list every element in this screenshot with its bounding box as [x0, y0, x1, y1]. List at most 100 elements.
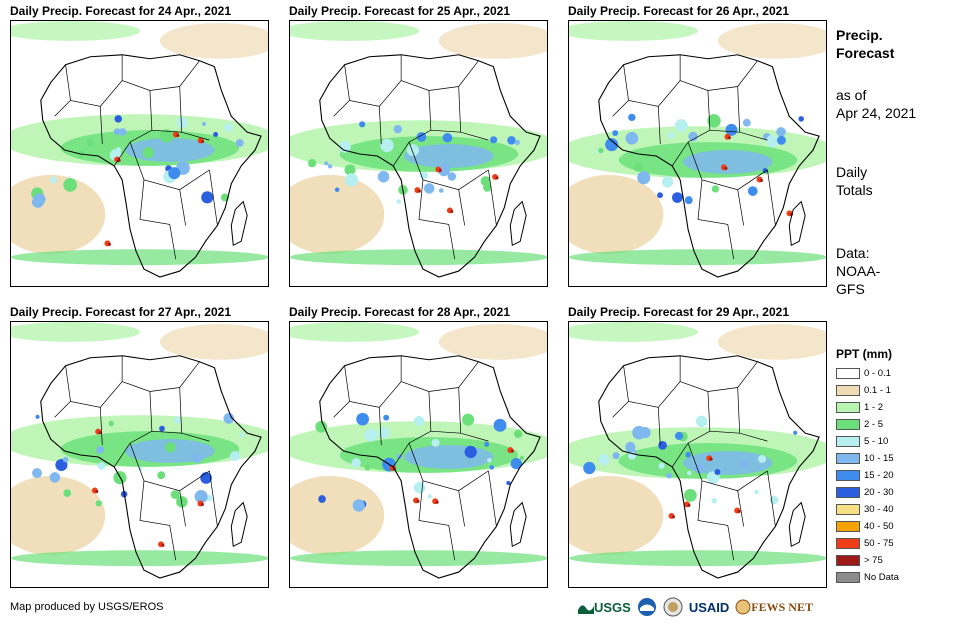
panel-title-4: Daily Precip. Forecast for 27 Apr., 2021 — [10, 305, 231, 319]
rain-band — [569, 249, 826, 266]
dry-area — [438, 324, 547, 360]
rain-band — [290, 322, 419, 342]
rain-cell — [413, 415, 425, 427]
rain-cell — [378, 427, 390, 439]
rain-cell — [686, 470, 692, 476]
rain-cell — [431, 438, 440, 447]
rain-cell — [344, 173, 359, 187]
rain-cell — [507, 136, 516, 145]
rain-band — [11, 550, 268, 567]
rain-cell — [96, 446, 104, 454]
rain-cell — [49, 472, 61, 483]
rain-cell — [766, 134, 779, 148]
rain-cell — [667, 131, 675, 139]
as-of-date: Apr 24, 2021 — [836, 105, 917, 121]
rain-cell — [63, 178, 77, 192]
rain-cell — [224, 123, 234, 133]
legend-item: 5 - 10 — [836, 434, 888, 448]
rain-cell — [427, 494, 432, 499]
rain-band — [290, 21, 419, 41]
rain-core — [404, 144, 494, 168]
rain-cell — [142, 147, 154, 159]
rain-cell — [714, 468, 721, 475]
rain-cell — [493, 418, 507, 432]
rain-cell — [480, 176, 491, 187]
rain-cell — [747, 186, 758, 196]
heavy-rain-cell — [727, 136, 731, 140]
forecast-map-5 — [289, 321, 548, 588]
rain-cell — [447, 172, 457, 181]
africa-outline — [598, 355, 820, 579]
rain-cell — [113, 128, 121, 135]
legend-item: No Data — [836, 570, 899, 584]
data-line2: NOAA- — [836, 263, 881, 279]
rain-cell — [758, 454, 767, 463]
rain-cell — [437, 163, 451, 177]
rain-cell — [442, 132, 453, 143]
legend-label: 10 - 15 — [864, 452, 894, 464]
rain-cell — [513, 429, 523, 439]
rain-cell — [464, 445, 477, 459]
legend-label: 15 - 20 — [864, 469, 894, 481]
rain-cell — [396, 199, 401, 204]
heavy-rain-cell — [450, 209, 454, 213]
legend-item: 2 - 5 — [836, 417, 883, 431]
legend-swatch — [836, 384, 860, 396]
rain-cell — [598, 454, 610, 466]
rain-cell — [32, 468, 42, 479]
legend-label: 0.1 - 1 — [864, 384, 891, 396]
rain-cell — [31, 196, 44, 208]
dry-area — [11, 174, 106, 255]
totals-line1: Daily — [836, 164, 868, 180]
madagascar-outline — [788, 200, 806, 247]
rain-cell — [490, 136, 498, 144]
country-borders — [54, 355, 218, 561]
country-borders — [612, 355, 776, 561]
heavy-rain-cell — [760, 179, 763, 182]
rain-cell — [612, 130, 619, 137]
rain-band — [290, 249, 547, 266]
forecast-map-4 — [10, 321, 269, 588]
heavy-rain-cell — [161, 543, 165, 547]
panel-title-6: Daily Precip. Forecast for 29 Apr., 2021 — [568, 305, 789, 319]
legend-label: 30 - 40 — [864, 503, 894, 515]
heavy-rain-cell — [438, 168, 442, 172]
legend-item: 0.1 - 1 — [836, 383, 891, 397]
legend-label: 20 - 30 — [864, 486, 894, 498]
legend-swatch — [836, 418, 860, 430]
rain-cell — [658, 441, 667, 450]
rain-cell — [364, 464, 371, 471]
rain-cell — [694, 463, 705, 474]
rain-cell — [307, 158, 317, 168]
rain-cell — [49, 176, 57, 184]
dept-seal — [663, 597, 683, 617]
rain-cell — [633, 162, 644, 172]
dry-area — [11, 475, 106, 556]
side-heading-line1: Precip. — [836, 27, 883, 43]
legend-swatch — [836, 452, 860, 464]
rain-cell — [798, 116, 804, 122]
rain-cell — [356, 412, 369, 426]
legend-item: 1 - 2 — [836, 400, 883, 414]
rain-cell — [658, 462, 665, 469]
country-borders — [54, 54, 218, 260]
madagascar-outline — [788, 501, 806, 548]
rain-cell — [339, 140, 351, 153]
rain-cell — [725, 123, 738, 136]
forecast-map-1 — [10, 20, 269, 287]
legend-label: 5 - 10 — [864, 435, 889, 447]
usgs-logo: USGS — [578, 600, 631, 615]
heavy-rain-cell — [417, 189, 421, 193]
heavy-rain-cell — [416, 499, 420, 503]
rain-cell — [377, 170, 390, 183]
forecast-map-6 — [568, 321, 827, 588]
rain-cell — [176, 117, 188, 129]
rain-cell — [235, 139, 244, 147]
rain-cell — [671, 192, 683, 203]
country-borders — [333, 355, 497, 561]
rain-cell — [334, 187, 340, 193]
dry-area — [159, 23, 268, 59]
rain-cell — [327, 164, 333, 169]
rain-cell — [201, 191, 214, 204]
rain-cell — [632, 425, 646, 440]
